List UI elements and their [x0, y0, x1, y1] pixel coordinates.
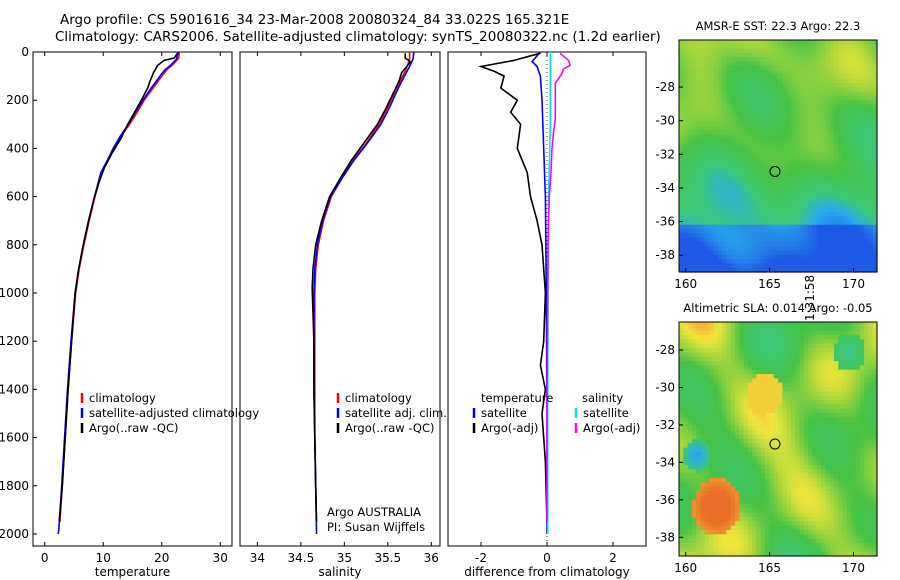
temperature-xtick-label: 30: [213, 551, 228, 565]
salinity-xtick-label: 34: [250, 551, 265, 565]
temperature-legend-label: Argo(..raw -QC): [89, 421, 179, 435]
sst_map-title: AMSR-E SST: 22.3 Argo: 22.3: [696, 19, 861, 33]
salinity-xtick-label: 35.5: [374, 551, 401, 565]
temperature-ytick-label: 1600: [0, 431, 29, 445]
sla_map-ytick-label: -34: [655, 455, 675, 469]
sla_map-ytick-label: -32: [655, 418, 675, 432]
difference-legend-temperature-label: Argo(-adj): [481, 421, 538, 435]
salinity-series-satellite: [313, 51, 415, 535]
difference-xtick-label: 2: [609, 551, 617, 565]
temperature-series-climatology: [59, 51, 181, 522]
salinity-panel: 34 34.5 35 35.5 36 salinity climatologysatelli…: [239, 51, 447, 579]
salinity-annotation-line1: Argo AUSTRALIA: [327, 505, 421, 519]
temperature-frame: [32, 51, 233, 547]
sst_map-xtick-label: 160: [674, 277, 697, 291]
sla_map-xtick-label: 165: [758, 561, 781, 575]
temperature-legend-label: satellite-adjusted climatology: [89, 406, 259, 420]
salinity-legend-label: satellite adj. clim.: [345, 406, 447, 420]
sst_map-ytick-label: -32: [655, 147, 675, 161]
temperature-ytick-label: 1200: [0, 334, 29, 348]
temperature-xtick-label: 0: [41, 551, 49, 565]
salinity-series-argo: [311, 53, 412, 522]
difference-series-temperature-argo-adj-: [477, 52, 548, 522]
temperature-ytick-label: 200: [6, 93, 29, 107]
sla_map-frame: [678, 321, 878, 557]
sla_map-heatmap-cells: [679, 322, 878, 557]
figure-title-line1: Argo profile: CS 5901616_34 23-Mar-2008 …: [60, 12, 570, 28]
sla_map-panel: Altimetric SLA: 0.014 Argo: -0.05 160 165 1…: [655, 301, 878, 575]
temperature-xlabel: temperature: [95, 565, 170, 579]
sst_map-xtick-label: 170: [842, 277, 865, 291]
temperature-series-argo: [58, 52, 179, 522]
temperature-legend-label: climatology: [89, 391, 156, 405]
sla_map-ytick-label: -38: [655, 530, 675, 544]
difference-xtick-label: 0: [543, 551, 551, 565]
sla_map-xtick-label: 170: [842, 561, 865, 575]
sst_map-ytick-label: -36: [655, 215, 675, 229]
temperature-ytick-label: 1800: [0, 479, 29, 493]
sla_map-title: Altimetric SLA: 0.014 Argo: -0.05: [683, 301, 872, 315]
difference-xtick-label: -2: [475, 551, 487, 565]
sst_map-ytick-label: -30: [655, 114, 675, 128]
difference-xlabel: difference from climatology: [464, 565, 630, 579]
temperature-ytick-label: 2000: [0, 527, 29, 541]
difference-legend-temperature-title: temperature: [481, 391, 553, 405]
difference-legend-salinity-label: Argo(-adj): [583, 421, 640, 435]
sst_map-ytick-label: -34: [655, 181, 675, 195]
sla_map-ytick-label: -28: [655, 343, 675, 357]
figure-title-line2: Climatology: CARS2006. Satellite-adjuste…: [55, 29, 661, 45]
sla_map-ytick-label: -36: [655, 493, 675, 507]
temperature-xtick-label: 20: [154, 551, 169, 565]
salinity-series-climatology: [314, 52, 411, 522]
salinity-xtick-label: 34.5: [288, 551, 315, 565]
temperature-ytick-label: 600: [6, 190, 29, 204]
sst_map-xtick-label: 165: [758, 277, 781, 291]
salinity-xlabel: salinity: [318, 565, 361, 579]
temperature-ytick-label: 400: [6, 141, 29, 155]
salinity-xtick-label: 36: [424, 551, 439, 565]
sst_map-frame: [678, 39, 878, 273]
sla_map-xtick-label: 160: [674, 561, 697, 575]
temperature-ytick-label: 800: [6, 238, 29, 252]
temperature-ytick-label: 1400: [0, 382, 29, 396]
salinity-legend-label: Argo(..raw -QC): [345, 421, 435, 435]
sla_map-ytick-label: -30: [655, 381, 675, 395]
difference-legend-salinity-label: satellite: [583, 406, 629, 420]
temperature-xtick-label: 10: [96, 551, 111, 565]
temperature-ytick-label: 0: [21, 45, 29, 59]
salinity-frame: [239, 51, 441, 547]
sst_map-heatmap-cells: [679, 40, 878, 273]
temperature-panel: 0 10 20 30 0 200 400 600 800 1000 1200 1400 1600 1800…: [0, 45, 259, 579]
sst_map-panel: AMSR-E SST: 22.3 Argo: 22.3 160 165 170 -28 -…: [655, 19, 878, 291]
difference-legend-temperature-label: satellite: [481, 406, 527, 420]
salinity-annotation-line2: PI: Susan Wijffels: [327, 520, 425, 534]
sst_map-argo-marker: [769, 165, 781, 177]
sla_map-argo-marker: [769, 438, 781, 450]
sst_map-ytick-label: -38: [655, 248, 675, 262]
salinity-xtick-label: 35: [337, 551, 352, 565]
difference-legend-salinity-title: salinity: [582, 391, 623, 405]
sst_map-ytick-label: -28: [655, 80, 675, 94]
difference-series-salinity-argo-adj-: [546, 52, 572, 522]
temperature-ytick-label: 1000: [0, 286, 29, 300]
salinity-legend-label: climatology: [345, 391, 412, 405]
